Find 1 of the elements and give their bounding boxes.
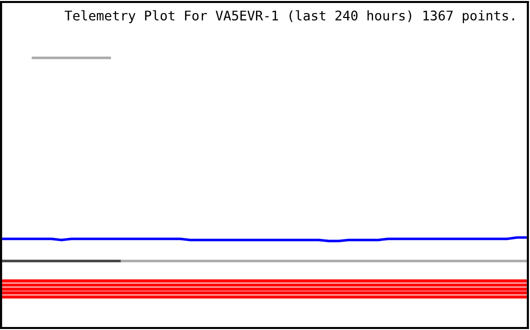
chart-title: Telemetry Plot For VA5EVR-1 (last 240 hours) 1367 points. (64, 10, 514, 24)
